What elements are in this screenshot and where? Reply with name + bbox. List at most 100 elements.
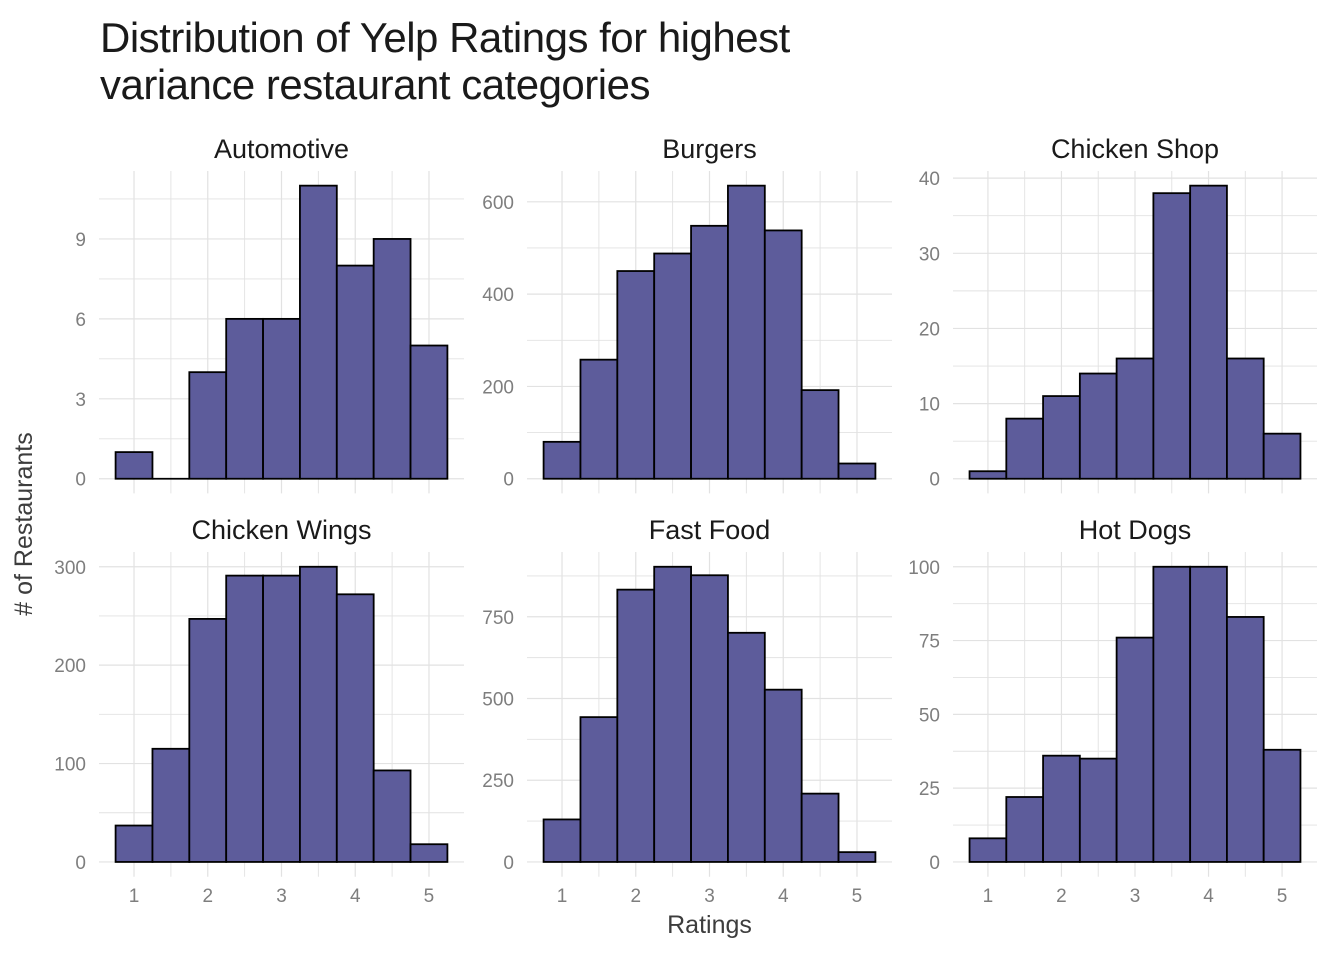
histogram-bar xyxy=(114,824,154,863)
y-tick-label: 75 xyxy=(919,632,940,653)
histogram-bar xyxy=(579,358,619,480)
histogram-bar xyxy=(763,688,803,863)
histogram-bar xyxy=(968,470,1008,480)
y-tick-label: 0 xyxy=(75,853,86,874)
x-tick-label: 5 xyxy=(1277,886,1288,907)
x-tick-label: 1 xyxy=(129,886,140,907)
histogram-bar xyxy=(1005,796,1044,863)
x-tick-label: 1 xyxy=(983,886,994,907)
histogram-bar xyxy=(1189,565,1228,863)
histogram-bar xyxy=(409,344,449,480)
histogram-bar xyxy=(1226,616,1265,863)
y-tick-label: 0 xyxy=(503,470,514,491)
x-tick-label: 2 xyxy=(630,886,641,907)
histogram-bar xyxy=(837,462,877,480)
facet-hot-dogs: 0 25 50 75 100 Hot Dogs 1 2 3 4 5 xyxy=(908,515,1317,907)
y-tick-label: 50 xyxy=(919,705,940,726)
y-tick-label: 40 xyxy=(919,169,940,190)
y-tick-label: 0 xyxy=(929,853,940,874)
histogram-bar xyxy=(690,224,729,480)
histogram-bar xyxy=(763,229,803,480)
histogram-bar xyxy=(800,389,840,480)
histogram-bar xyxy=(1005,417,1044,480)
facet-automotive: 0 3 6 9 Automotive xyxy=(75,134,464,494)
histogram-bar xyxy=(1262,432,1302,480)
histogram-bar xyxy=(262,317,301,480)
facet-title: Chicken Wings xyxy=(191,515,371,545)
histogram-bar xyxy=(1115,636,1155,863)
histogram-bar xyxy=(616,270,656,480)
histogram-bar xyxy=(335,593,375,863)
histogram-bar xyxy=(1152,565,1192,863)
histogram-bar xyxy=(1262,748,1302,863)
histogram-bar xyxy=(225,574,264,863)
histogram-bar xyxy=(579,716,619,863)
histogram-bar xyxy=(653,565,692,863)
histogram-bar xyxy=(1078,757,1118,863)
x-tick-label: 4 xyxy=(350,886,361,907)
histogram-bar xyxy=(542,440,582,480)
histogram-bar xyxy=(1042,754,1081,863)
y-tick-label: 25 xyxy=(919,779,940,800)
y-tick-label: 10 xyxy=(919,395,940,416)
facet-title: Fast Food xyxy=(649,515,771,545)
y-tick-label: 500 xyxy=(482,689,514,710)
histogram-bar xyxy=(1226,357,1265,480)
y-tick-label: 300 xyxy=(54,558,86,579)
histogram-bar xyxy=(188,371,228,480)
histogram-bar xyxy=(409,843,449,863)
y-tick-label: 600 xyxy=(482,193,514,214)
y-tick-label: 0 xyxy=(503,853,514,874)
x-tick-label: 5 xyxy=(852,886,863,907)
y-tick-label: 9 xyxy=(75,230,86,251)
y-axis-title: # of Restaurants xyxy=(10,432,38,615)
histogram-bar xyxy=(299,565,338,863)
histogram-bar xyxy=(727,184,766,480)
histogram-bar xyxy=(335,264,375,480)
y-tick-label: 400 xyxy=(482,285,514,306)
facet-title: Chicken Shop xyxy=(1051,134,1219,164)
y-tick-label: 30 xyxy=(919,244,940,265)
histogram-bar xyxy=(653,252,692,480)
y-tick-label: 6 xyxy=(75,310,86,331)
facet-chicken-shop: 0 10 20 30 40 Chicken Shop xyxy=(919,134,1317,494)
histogram-bar xyxy=(188,618,228,863)
histogram-bar xyxy=(800,792,840,863)
y-tick-label: 250 xyxy=(482,771,514,792)
facet-title: Automotive xyxy=(214,134,349,164)
histogram-bar xyxy=(225,317,264,480)
y-tick-label: 20 xyxy=(919,319,940,340)
x-tick-label: 4 xyxy=(1203,886,1214,907)
histogram-bar xyxy=(262,574,301,863)
histogram-bar xyxy=(1042,395,1081,480)
histogram-bar xyxy=(114,451,154,480)
histogram-bar xyxy=(690,574,729,863)
y-tick-label: 0 xyxy=(929,470,940,491)
histogram-bar xyxy=(542,818,582,863)
y-tick-label: 3 xyxy=(75,390,86,411)
y-tick-label: 200 xyxy=(482,377,514,398)
histogram-bar xyxy=(1115,357,1155,480)
x-tick-label: 1 xyxy=(557,886,568,907)
histogram-bar xyxy=(837,851,877,863)
facet-burgers: 0 200 400 600 Burgers xyxy=(482,134,892,494)
x-tick-label: 3 xyxy=(1130,886,1141,907)
x-tick-label: 3 xyxy=(704,886,715,907)
histogram-bar xyxy=(616,588,656,863)
histogram-bar xyxy=(1078,372,1118,480)
facet-chicken-wings: 0 100 200 300 Chicken Wings 1 2 3 4 5 xyxy=(54,515,464,907)
facet-fast-food: 0 250 500 750 Fast Food 1 2 3 4 5 xyxy=(482,515,892,907)
histogram-bar xyxy=(1189,184,1228,480)
y-tick-label: 100 xyxy=(54,755,86,776)
x-tick-label: 2 xyxy=(1056,886,1067,907)
histogram-bar xyxy=(372,238,412,480)
histogram-bar xyxy=(968,837,1008,863)
histogram-bar xyxy=(1152,192,1192,480)
histogram-bar xyxy=(372,769,412,863)
x-tick-label: 4 xyxy=(778,886,789,907)
facet-title: Hot Dogs xyxy=(1079,515,1192,545)
x-tick-label: 2 xyxy=(202,886,213,907)
x-tick-label: 3 xyxy=(276,886,287,907)
